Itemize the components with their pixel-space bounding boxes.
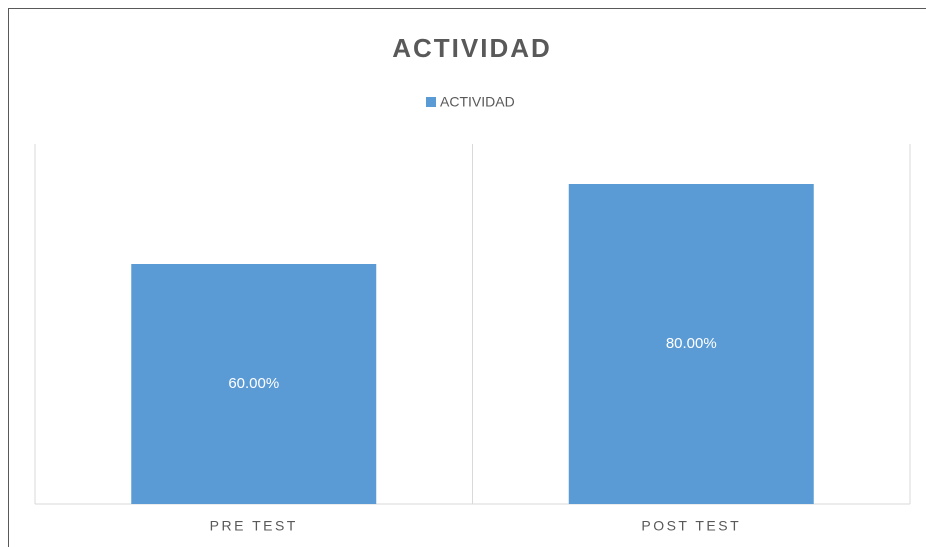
chart-title: ACTIVIDAD <box>392 33 552 63</box>
x-tick-label: PRE TEST <box>210 518 298 534</box>
bar <box>568 184 814 504</box>
data-label: 80.00% <box>666 335 717 352</box>
data-label: 60.00% <box>228 375 279 392</box>
chart-frame <box>8 8 926 547</box>
legend-label: ACTIVIDAD <box>440 94 515 110</box>
x-tick-label: POST TEST <box>641 518 741 534</box>
bar <box>131 264 377 504</box>
legend-swatch <box>426 97 436 107</box>
